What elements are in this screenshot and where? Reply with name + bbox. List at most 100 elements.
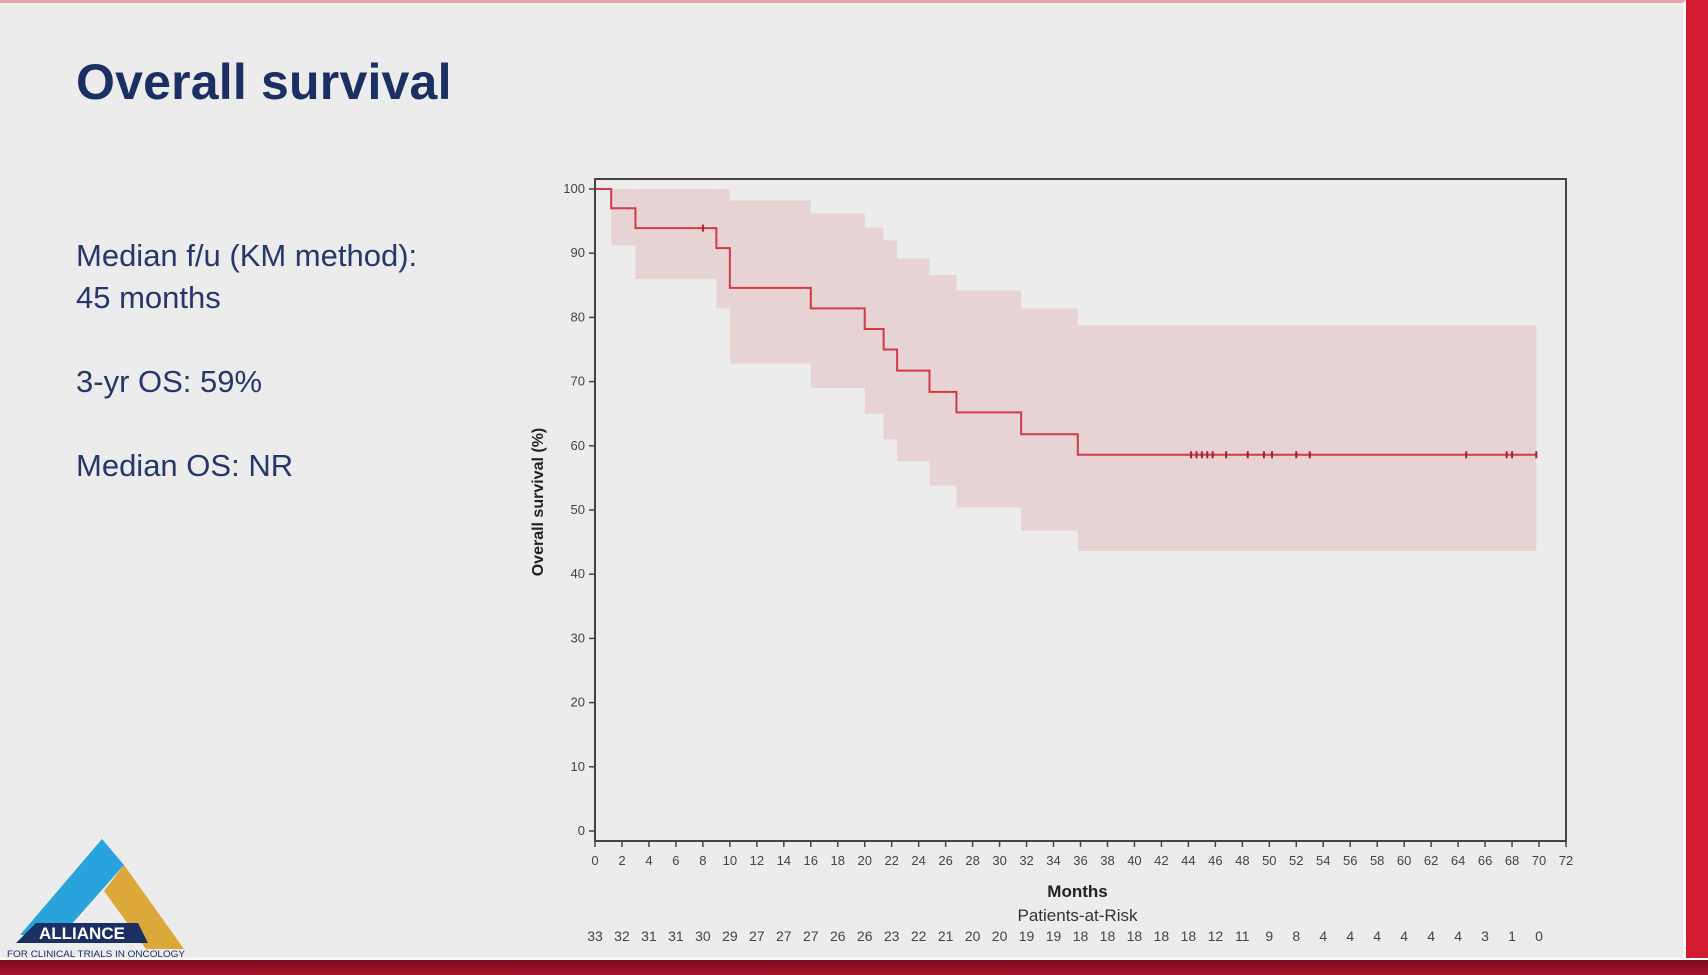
ci-band-segment (897, 258, 930, 462)
y-tick-label: 40 (571, 566, 585, 581)
y-tick-label: 10 (571, 759, 585, 774)
logo-gold-stroke (104, 865, 184, 949)
logo-blue-stroke (20, 839, 124, 935)
risk-count: 1 (1508, 928, 1516, 944)
x-tick-label: 20 (857, 853, 871, 868)
confidence-band (611, 189, 1537, 552)
ci-band-segment (1077, 325, 1537, 552)
risk-count: 21 (938, 928, 954, 944)
x-tick-label: 2 (618, 853, 625, 868)
risk-count: 31 (668, 928, 684, 944)
risk-count: 9 (1265, 928, 1273, 944)
x-tick-label: 30 (992, 853, 1006, 868)
x-tick-label: 32 (1019, 853, 1033, 868)
ci-band-segment (864, 227, 884, 414)
ci-band-segment (611, 189, 636, 246)
y-tick-label: 0 (578, 823, 585, 838)
x-tick-label: 18 (831, 853, 845, 868)
x-axis-label: Months (1047, 882, 1107, 901)
risk-count: 27 (776, 928, 792, 944)
risk-count: 26 (857, 928, 873, 944)
x-tick-label: 62 (1424, 853, 1438, 868)
x-tick-label: 50 (1262, 853, 1276, 868)
risk-count: 18 (1127, 928, 1143, 944)
x-tick-label: 66 (1478, 853, 1492, 868)
y-tick-label: 30 (571, 630, 585, 645)
risk-count: 4 (1373, 928, 1381, 944)
x-tick-label: 42 (1154, 853, 1168, 868)
stat-median-os: Median OS: NR (76, 445, 417, 487)
risk-count: 32 (614, 928, 630, 944)
x-tick-label: 26 (938, 853, 952, 868)
x-tick-label: 58 (1370, 853, 1384, 868)
x-tick-label: 56 (1343, 853, 1357, 868)
risk-count: 8 (1292, 928, 1300, 944)
ci-band-segment (1021, 308, 1078, 531)
stat-label: 3-yr OS: (76, 364, 192, 399)
risk-count: 18 (1100, 928, 1116, 944)
x-tick-label: 28 (965, 853, 979, 868)
risk-count: 31 (641, 928, 657, 944)
risk-count: 19 (1046, 928, 1062, 944)
x-tick-label: 64 (1451, 853, 1465, 868)
risk-count: 4 (1454, 928, 1462, 944)
ci-band-segment (929, 275, 957, 486)
risk-count: 4 (1346, 928, 1354, 944)
ci-band-segment (883, 240, 898, 440)
x-tick-label: 54 (1316, 853, 1330, 868)
x-tick-label: 0 (591, 853, 598, 868)
stat-value: 59% (200, 364, 263, 399)
risk-count: 23 (884, 928, 900, 944)
ci-band-segment (729, 200, 811, 364)
risk-count: 11 (1235, 928, 1250, 944)
x-tick-label: 16 (804, 853, 818, 868)
risk-count: 22 (911, 928, 927, 944)
x-tick-label: 14 (777, 853, 791, 868)
survival-curve (595, 188, 1537, 456)
frame-right-edge (1686, 0, 1708, 975)
risk-count: 27 (803, 928, 819, 944)
x-tick-label: 72 (1559, 853, 1573, 868)
x-tick-label: 44 (1181, 853, 1195, 868)
risk-count: 20 (965, 928, 981, 944)
risk-table: 33 32 31 31 30 29 27 27 27 26 26 23 22 21 20 20 19 19 18 18… (587, 928, 1543, 944)
risk-count: 18 (1181, 928, 1197, 944)
x-tick-label: 34 (1046, 853, 1060, 868)
slide: Overall survival Median f/u (KM method):… (0, 0, 1686, 959)
x-tick-label: 36 (1073, 853, 1087, 868)
stat-label: Median f/u (KM method): (76, 238, 418, 273)
x-tick-label: 38 (1100, 853, 1114, 868)
risk-count: 0 (1535, 928, 1543, 944)
ci-band-segment (956, 290, 1022, 508)
stat-text: 3-yr OS: 59% (76, 361, 417, 403)
y-tick-label: 20 (571, 695, 585, 710)
risk-count: 33 (587, 928, 603, 944)
risk-count: 30 (695, 928, 711, 944)
risk-count: 4 (1400, 928, 1408, 944)
ci-band-segment (635, 189, 717, 279)
risk-count: 18 (1154, 928, 1170, 944)
logo-name: ALLIANCE (39, 924, 125, 943)
x-tick-label: 70 (1532, 853, 1546, 868)
risk-count: 12 (1208, 928, 1224, 944)
x-tick-label: 46 (1208, 853, 1222, 868)
censor-marks (701, 224, 1538, 459)
x-tick-label: 48 (1235, 853, 1249, 868)
x-tick-label: 24 (911, 853, 925, 868)
ci-band-segment (810, 213, 865, 389)
y-tick-label: 90 (571, 245, 585, 260)
risk-count: 3 (1481, 928, 1489, 944)
logo-tagline: FOR CLINICAL TRIALS IN ONCOLOGY (7, 949, 185, 959)
x-tick-label: 4 (645, 853, 652, 868)
y-tick-label: 100 (563, 181, 585, 196)
x-tick-label: 8 (699, 853, 706, 868)
x-tick-label: 12 (750, 853, 764, 868)
risk-count: 4 (1427, 928, 1435, 944)
x-tick-label: 6 (672, 853, 679, 868)
y-tick-label: 50 (571, 502, 585, 517)
stat-median-followup: Median f/u (KM method): 45 months (76, 235, 417, 319)
survival-step-line (595, 188, 1537, 456)
slide-title: Overall survival (76, 54, 452, 110)
logo-navy-banner (16, 923, 148, 943)
